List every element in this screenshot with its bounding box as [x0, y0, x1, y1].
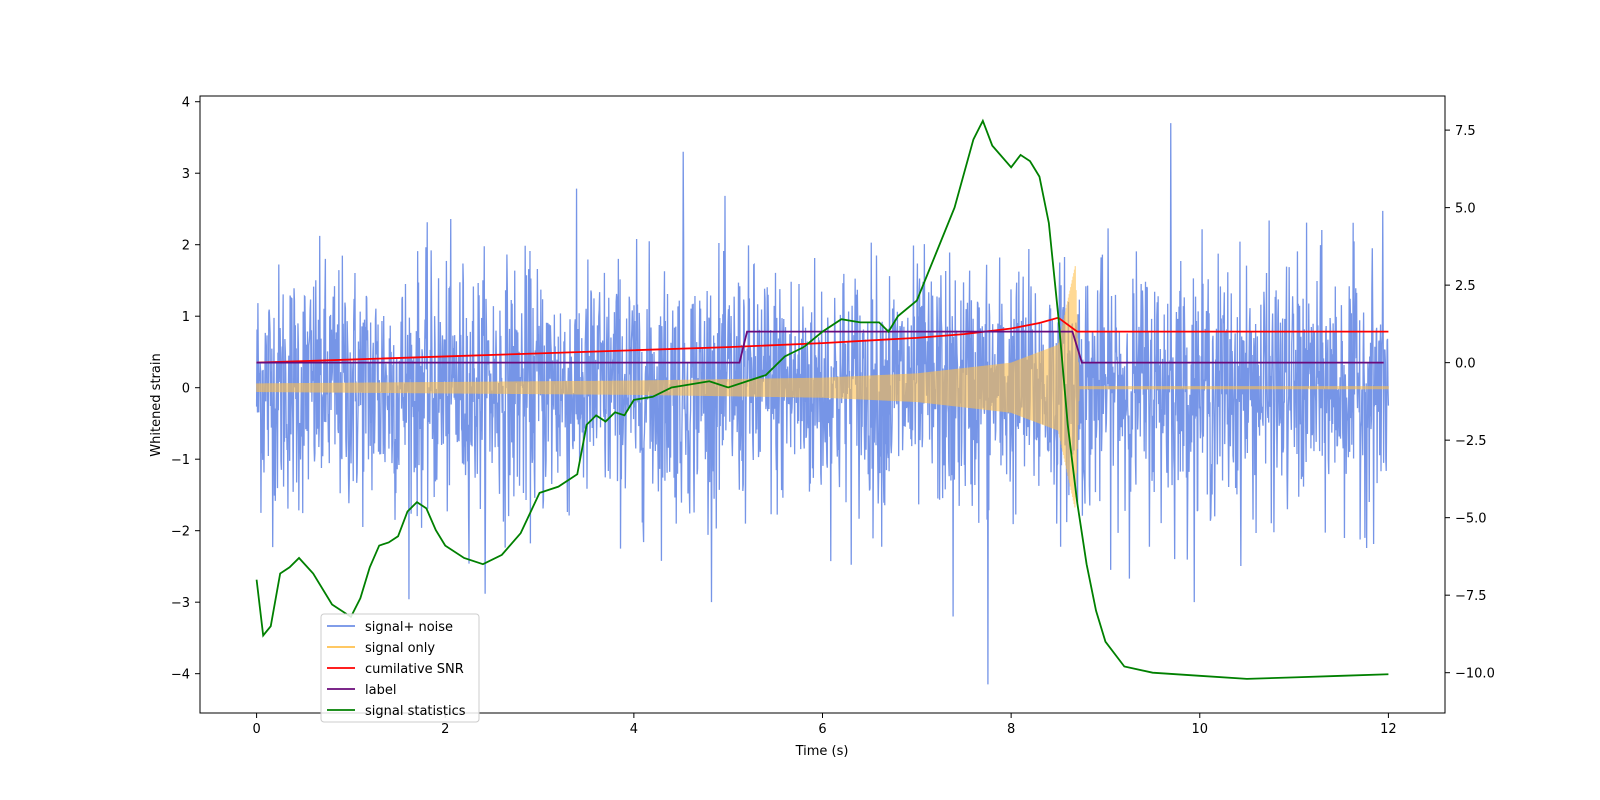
y2-tick-label: 7.5 — [1455, 124, 1476, 139]
y-tick-label: −4 — [171, 668, 190, 683]
x-tick-label: 4 — [630, 722, 638, 737]
legend-box — [320, 613, 480, 723]
y-tick-label: −3 — [171, 596, 190, 611]
x-axis: 0 2 4 6 8 10 12 — [252, 713, 1397, 737]
y2-tick-label: −7.5 — [1455, 589, 1487, 604]
legend-label: signal+ noise — [365, 620, 453, 635]
y-tick-label: 4 — [182, 96, 190, 111]
x-tick-label: 6 — [818, 722, 826, 737]
y-axis-label: Whitened strain — [149, 353, 164, 456]
y2-tick-label: −5.0 — [1455, 512, 1487, 527]
y-axis-left: 4 3 2 1 0 −1 −2 −3 −4 — [171, 96, 200, 683]
y2-tick-label: 2.5 — [1455, 279, 1476, 294]
y-tick-label: −1 — [171, 453, 190, 468]
y-tick-label: 0 — [182, 382, 190, 397]
x-tick-label: 0 — [252, 722, 260, 737]
legend-label: label — [365, 683, 396, 698]
x-axis-label: Time (s) — [795, 744, 849, 759]
y-tick-label: 1 — [182, 310, 190, 325]
y-tick-label: 2 — [182, 239, 190, 254]
legend: signal+ noise signal only cumilative SNR la… — [320, 613, 480, 723]
y-tick-label: 3 — [182, 167, 190, 182]
legend-label: signal statistics — [365, 704, 466, 719]
series-line-label — [256, 330, 1384, 364]
legend-label: cumilative SNR — [365, 662, 464, 677]
y2-tick-label: 5.0 — [1455, 202, 1476, 217]
legend-label: signal only — [365, 641, 435, 656]
series-line-signal-statistics — [255, 118, 1389, 680]
x-tick-label: 8 — [1007, 722, 1015, 737]
series-line-signal-only — [255, 266, 1390, 508]
series-layer — [255, 118, 1390, 685]
y2-tick-label: −10.0 — [1455, 667, 1495, 682]
x-tick-label: 12 — [1380, 722, 1397, 737]
series-line-signal-noise — [255, 123, 1390, 685]
y2-tick-label: 0.0 — [1455, 357, 1476, 372]
x-tick-label: 2 — [441, 722, 449, 737]
y2-tick-label: −2.5 — [1455, 434, 1487, 449]
y-tick-label: −2 — [171, 525, 190, 540]
y-axis-right: 7.5 5.0 2.5 0.0 −2.5 −5.0 −7.5 −10.0 — [1445, 124, 1495, 682]
x-tick-label: 10 — [1191, 722, 1208, 737]
